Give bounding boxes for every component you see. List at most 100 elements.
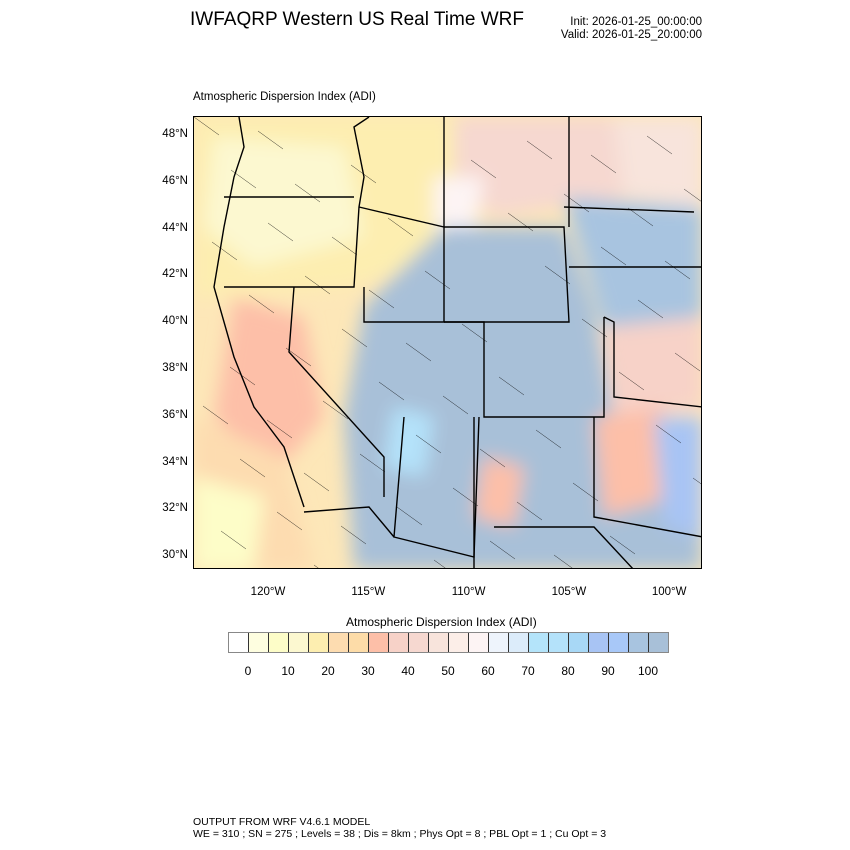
- county-border: [498, 376, 525, 396]
- county-border: [489, 540, 516, 560]
- county-border: [664, 260, 691, 280]
- county-border: [220, 530, 247, 550]
- county-border: [294, 183, 321, 203]
- county-border: [276, 511, 303, 531]
- county-border: [378, 381, 405, 401]
- adi-region: [474, 457, 524, 527]
- colorbar-label: 0: [244, 664, 252, 678]
- adi-field-map: [194, 117, 701, 568]
- county-border: [368, 289, 395, 309]
- state-border: [213, 117, 305, 508]
- county-border: [211, 241, 238, 261]
- lat-tick-label: 48°N: [162, 128, 188, 140]
- valid-time: Valid: 2026-01-25_20:00:00: [560, 29, 702, 41]
- county-border: [637, 299, 664, 319]
- county-border: [600, 246, 627, 266]
- county-border: [516, 501, 543, 521]
- county-border: [572, 482, 599, 502]
- adi-region: [214, 297, 324, 477]
- colorbar-label: 100: [637, 664, 659, 678]
- county-border: [194, 117, 220, 136]
- lat-tick-label: 40°N: [162, 315, 188, 328]
- county-border: [470, 159, 497, 179]
- county-border: [266, 419, 293, 439]
- state-border: [563, 206, 695, 213]
- state-border: [224, 117, 370, 288]
- colorbar-box: [549, 633, 569, 652]
- county-border: [303, 472, 330, 492]
- colorbar-box: [289, 633, 309, 652]
- county-border: [479, 448, 506, 468]
- state-border: [444, 317, 605, 418]
- county-border: [322, 400, 349, 420]
- colorbar-label: 60: [481, 664, 495, 678]
- county-border: [304, 275, 331, 295]
- adi-region: [654, 417, 701, 537]
- county-border: [655, 424, 682, 444]
- adi-region: [204, 137, 364, 267]
- lat-tick-label: 46°N: [162, 174, 188, 187]
- colorbar-box: [449, 633, 469, 652]
- colorbar-label: 90: [601, 664, 615, 678]
- county-border: [646, 135, 673, 155]
- lat-tick-label: 44°N: [162, 221, 188, 234]
- colorbar-box: [249, 633, 269, 652]
- lat-tick-label: 32°N: [162, 502, 188, 515]
- colorbar-label: 30: [361, 664, 375, 678]
- county-border: [424, 270, 451, 290]
- county-border: [683, 188, 701, 202]
- colorbar-box: [649, 633, 668, 652]
- colorbar-box: [489, 633, 509, 652]
- adi-region: [604, 317, 701, 417]
- county-border: [229, 366, 256, 386]
- adi-region: [434, 177, 484, 237]
- county-border: [692, 477, 701, 485]
- county-border: [202, 405, 229, 425]
- county-border: [331, 236, 358, 256]
- state-border: [444, 226, 570, 323]
- lon-tick-label: 120°W: [250, 586, 286, 598]
- county-border: [396, 506, 423, 526]
- colorbar-label: 10: [281, 664, 295, 678]
- county-border: [340, 525, 367, 545]
- colorbar-box: [269, 633, 289, 652]
- county-border: [239, 458, 266, 478]
- colorbar-box: [409, 633, 429, 652]
- county-border: [535, 429, 562, 449]
- adi-region: [564, 197, 701, 327]
- colorbar-label: 50: [441, 664, 455, 678]
- colorbar: [228, 632, 669, 653]
- state-border: [494, 526, 634, 568]
- lon-tick-label: 115°W: [351, 586, 386, 598]
- state-border: [363, 227, 445, 323]
- adi-region: [594, 407, 674, 517]
- colorbar-box: [469, 633, 489, 652]
- colorbar-box: [329, 633, 349, 652]
- county-border: [442, 395, 469, 415]
- county-border: [341, 328, 368, 348]
- map-subtitle: Atmospheric Dispersion Index (ADI): [193, 91, 376, 103]
- state-border: [288, 286, 385, 497]
- county-border: [285, 347, 312, 367]
- colorbar-box: [229, 633, 249, 652]
- county-border: [553, 554, 573, 568]
- lat-tick-label: 38°N: [162, 362, 188, 374]
- state-border: [393, 416, 480, 558]
- init-time: Init: 2026-01-25_00:00:00: [570, 16, 702, 28]
- county-border: [405, 342, 432, 362]
- county-border: [415, 434, 442, 454]
- county-border: [387, 217, 414, 237]
- state-border: [303, 506, 395, 538]
- colorbar-label: 40: [401, 664, 415, 678]
- lon-tick-label: 110°W: [451, 586, 486, 598]
- adi-region: [384, 407, 434, 477]
- county-border: [618, 371, 645, 391]
- state-border: [603, 316, 701, 408]
- colorbar-box: [389, 633, 409, 652]
- lat-tick-label: 30°N: [162, 549, 188, 562]
- county-border: [248, 294, 275, 314]
- adi-region: [454, 117, 624, 217]
- model-info-line1: OUTPUT FROM WRF V4.6.1 MODEL: [193, 816, 371, 828]
- lat-tick-label: 42°N: [162, 268, 188, 281]
